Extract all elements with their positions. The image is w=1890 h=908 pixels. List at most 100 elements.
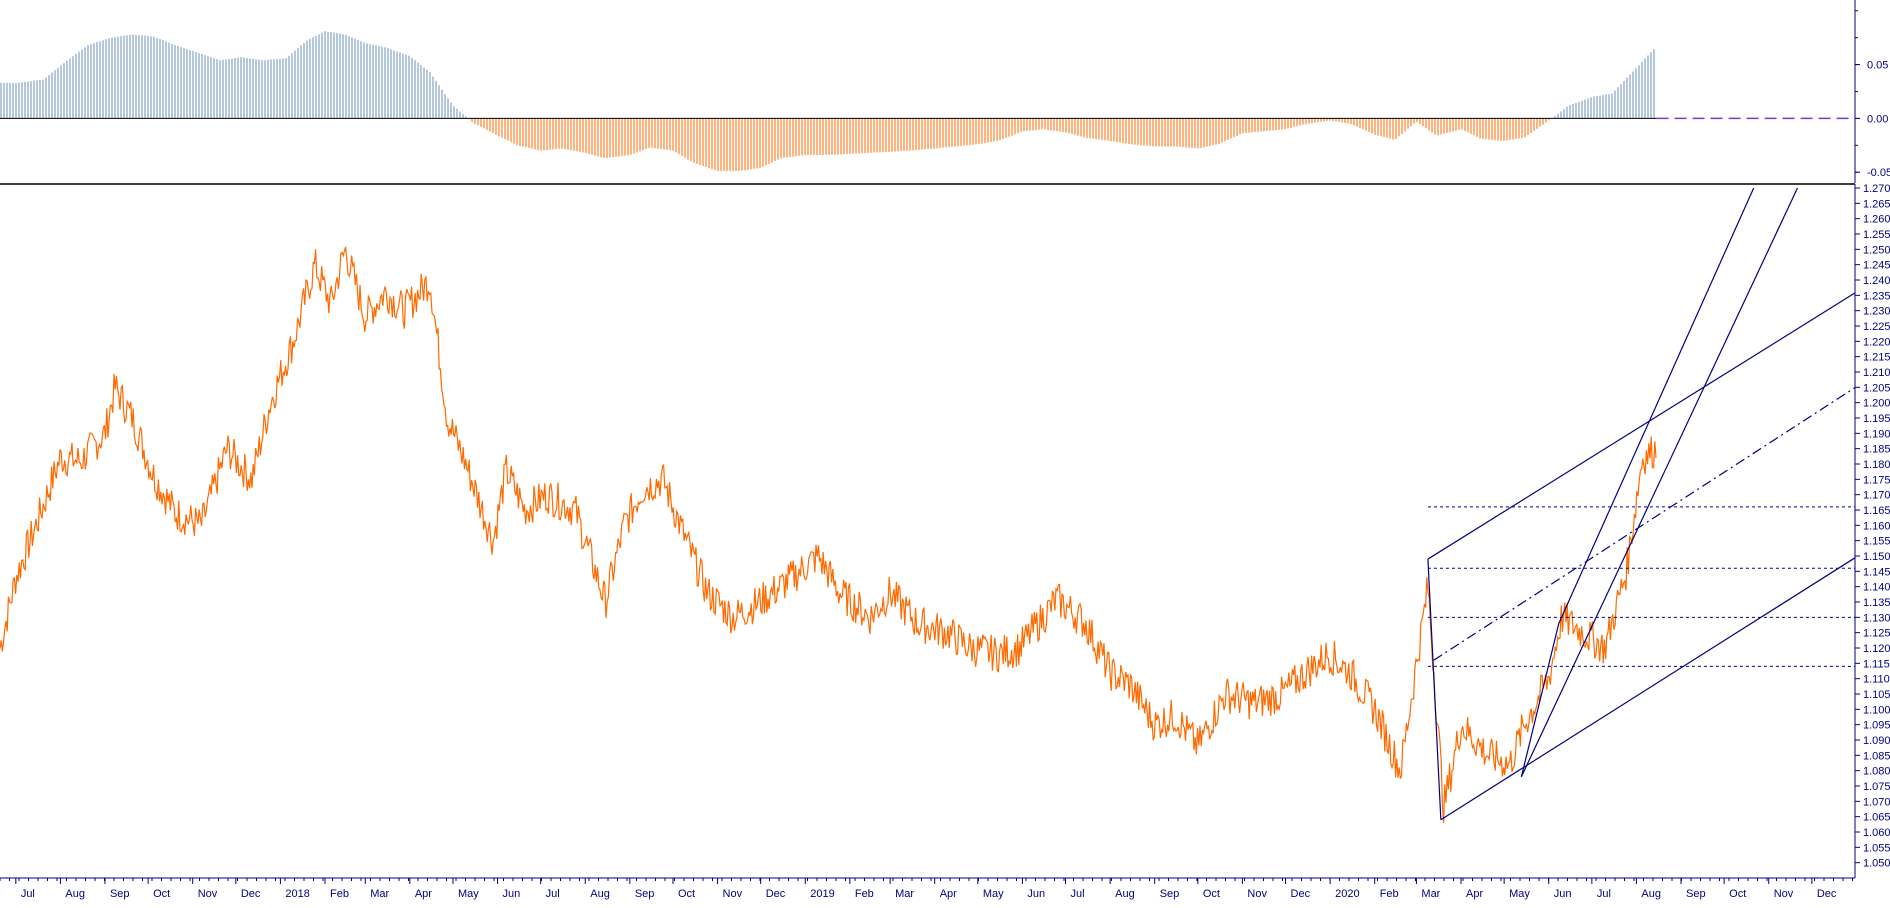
x-tick-label: Feb (855, 888, 874, 900)
price-tick-label: 1.055 (1863, 842, 1890, 854)
x-tick-label: Feb (330, 888, 349, 900)
price-tick-label: 1.205 (1863, 382, 1890, 394)
price-tick-label: 1.120 (1863, 643, 1890, 655)
channel-upper-line (1427, 292, 1856, 560)
steep-channel-upper (1558, 187, 1755, 624)
time-x-axis: Jul Aug Sep Oct Nov Dec 2018 Feb Mar Apr May Jun Jul… (0, 877, 1855, 900)
price-tick-label: 1.180 (1863, 459, 1890, 471)
price-tick-label: 1.115 (1863, 658, 1890, 670)
x-tick-label: 2019 (810, 888, 834, 900)
oscillator-panel (0, 31, 1855, 172)
channel-left-edge (1427, 559, 1442, 820)
price-tick-label: 1.065 (1863, 812, 1890, 824)
price-tick-label: 1.100 (1863, 704, 1890, 716)
price-tick-label: 1.250 (1863, 244, 1890, 256)
price-tick-label: 1.215 (1863, 352, 1890, 364)
x-tick-label: Jul (1071, 888, 1085, 900)
x-tick-label: Nov (1247, 888, 1267, 900)
x-tick-label: Oct (1203, 888, 1220, 900)
price-tick-label: 1.145 (1863, 566, 1890, 578)
oscillator-y-axis: 0.05 0.00 -0.05 (1854, 0, 1890, 183)
price-tick-label: 1.255 (1863, 229, 1890, 241)
x-tick-label: Jun (1027, 888, 1045, 900)
price-tick-label: 1.185 (1863, 444, 1890, 456)
x-tick-label: Jun (1554, 888, 1572, 900)
price-tick-label: 1.175 (1863, 474, 1890, 486)
x-tick-label: Nov (1774, 888, 1794, 900)
x-tick-label: Sep (635, 888, 655, 900)
price-tick-label: 1.210 (1863, 367, 1890, 379)
x-tick-label: Sep (1686, 888, 1706, 900)
price-tick-label: 1.200 (1863, 398, 1890, 410)
price-tick-label: 1.075 (1863, 781, 1890, 793)
x-tick-label: Feb (1380, 888, 1399, 900)
x-tick-label: 2018 (285, 888, 309, 900)
x-tick-label: Jul (21, 888, 35, 900)
x-tick-label: Aug (1641, 888, 1661, 900)
price-tick-label: 1.125 (1863, 628, 1890, 640)
price-tick-label: 1.160 (1863, 520, 1890, 532)
price-tick-label: 1.070 (1863, 796, 1890, 808)
osc-tick-label: 0.05 (1867, 60, 1888, 72)
price-tick-label: 1.230 (1863, 306, 1890, 318)
x-tick-label: Dec (1291, 888, 1311, 900)
x-tick-label: Mar (370, 888, 389, 900)
x-tick-label: May (458, 888, 479, 900)
steep-channel-base (1520, 623, 1560, 777)
price-tick-label: 1.220 (1863, 336, 1890, 348)
x-tick-label: Nov (198, 888, 218, 900)
price-tick-label: 1.225 (1863, 321, 1890, 333)
price-tick-label: 1.240 (1863, 275, 1890, 287)
x-tick-label: Aug (65, 888, 85, 900)
x-tick-label: Oct (678, 888, 695, 900)
x-tick-label: Mar (895, 888, 914, 900)
price-tick-label: 1.190 (1863, 428, 1890, 440)
x-tick-label: Dec (1817, 888, 1837, 900)
price-tick-label: 1.130 (1863, 612, 1890, 624)
price-panel (0, 246, 1657, 824)
trend-lines (1427, 187, 1856, 821)
x-tick-label: Apr (1466, 888, 1483, 900)
x-tick-label: Mar (1421, 888, 1440, 900)
price-tick-label: 1.110 (1863, 674, 1890, 686)
channel-lower-line (1440, 557, 1856, 821)
x-tick-label: Oct (1729, 888, 1746, 900)
price-tick-label: 1.245 (1863, 260, 1890, 272)
x-tick-label: Jul (1597, 888, 1611, 900)
price-tick-label: 1.155 (1863, 536, 1890, 548)
osc-tick-label: -0.05 (1867, 167, 1890, 179)
x-tick-label: May (1509, 888, 1530, 900)
price-tick-label: 1.060 (1863, 827, 1890, 839)
x-tick-label: 2020 (1335, 888, 1359, 900)
price-tick-label: 1.235 (1863, 290, 1890, 302)
price-tick-label: 1.270 (1863, 183, 1890, 195)
x-tick-label: Aug (1115, 888, 1135, 900)
price-tick-label: 1.135 (1863, 597, 1890, 609)
price-tick-label: 1.090 (1863, 735, 1890, 747)
x-tick-label: Aug (590, 888, 610, 900)
x-tick-label: Jun (503, 888, 521, 900)
price-tick-label: 1.050 (1863, 858, 1890, 870)
x-tick-label: Sep (110, 888, 130, 900)
price-tick-label: 1.260 (1863, 214, 1890, 226)
channel-median-line (1433, 387, 1856, 661)
price-tick-label: 1.150 (1863, 551, 1890, 563)
price-y-axis: 1.050 1.055 1.060 1.065 1.070 1.075 1.080 1.085… (1854, 183, 1890, 878)
x-tick-label: Dec (241, 888, 261, 900)
price-series-line (0, 246, 1657, 824)
price-tick-label: 1.095 (1863, 720, 1890, 732)
steep-channel-lower (1520, 187, 1799, 778)
x-tick-label: Apr (415, 888, 432, 900)
price-tick-label: 1.140 (1863, 582, 1890, 594)
x-tick-label: Jul (546, 888, 560, 900)
x-tick-label: May (983, 888, 1004, 900)
x-tick-label: Dec (766, 888, 786, 900)
price-tick-label: 1.105 (1863, 689, 1890, 701)
price-tick-label: 1.265 (1863, 198, 1890, 210)
price-tick-label: 1.085 (1863, 750, 1890, 762)
price-tick-label: 1.170 (1863, 490, 1890, 502)
price-tick-label: 1.195 (1863, 413, 1890, 425)
x-tick-label: Sep (1160, 888, 1180, 900)
